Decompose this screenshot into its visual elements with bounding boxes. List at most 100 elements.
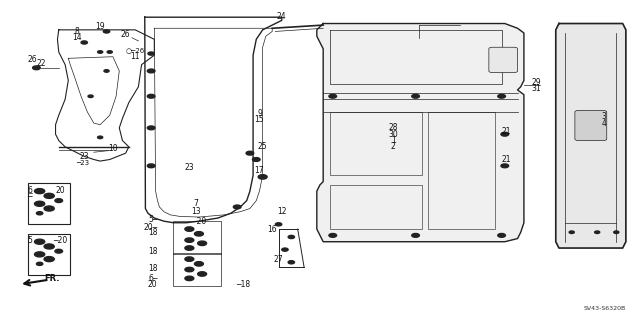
Text: 3: 3	[601, 112, 606, 121]
Text: 27: 27	[274, 255, 284, 263]
Circle shape	[198, 272, 207, 276]
Text: 30: 30	[388, 130, 398, 139]
Circle shape	[501, 132, 509, 136]
Circle shape	[36, 212, 43, 215]
Circle shape	[569, 231, 574, 234]
Text: 21: 21	[502, 155, 511, 164]
Circle shape	[614, 231, 619, 234]
Text: 10: 10	[108, 144, 118, 153]
Text: 29: 29	[532, 78, 541, 86]
Circle shape	[195, 262, 204, 266]
Bar	[173, 253, 221, 286]
Text: 20: 20	[56, 186, 65, 195]
Circle shape	[275, 223, 282, 226]
Circle shape	[44, 244, 54, 249]
Text: 13: 13	[191, 207, 200, 216]
Circle shape	[288, 261, 294, 264]
Text: ─23: ─23	[76, 160, 90, 166]
Text: 21: 21	[502, 127, 511, 136]
Text: 18: 18	[148, 247, 157, 256]
Text: 5─: 5─	[148, 215, 157, 224]
Text: 9: 9	[257, 109, 262, 118]
Circle shape	[185, 238, 194, 242]
Text: 11: 11	[131, 52, 140, 61]
Circle shape	[35, 189, 45, 194]
Text: 5: 5	[27, 236, 32, 245]
Text: 31: 31	[532, 84, 541, 93]
Text: 24: 24	[277, 12, 287, 21]
Polygon shape	[317, 24, 524, 242]
Circle shape	[252, 158, 260, 161]
Text: 6: 6	[27, 186, 32, 195]
Circle shape	[147, 94, 155, 98]
Text: 20: 20	[148, 280, 157, 289]
Text: ○─26: ○─26	[125, 48, 145, 53]
Text: 7: 7	[193, 199, 198, 208]
Text: 23: 23	[184, 163, 194, 172]
Circle shape	[44, 206, 54, 211]
Circle shape	[98, 51, 102, 53]
Circle shape	[44, 256, 54, 262]
Circle shape	[103, 30, 109, 33]
Text: 28: 28	[388, 123, 398, 132]
Text: 22: 22	[36, 59, 45, 68]
Circle shape	[88, 95, 93, 98]
Circle shape	[81, 41, 88, 44]
Text: 26: 26	[121, 30, 131, 39]
Circle shape	[35, 239, 45, 244]
Text: 18: 18	[148, 228, 157, 237]
Circle shape	[55, 249, 63, 253]
Text: 19: 19	[95, 22, 105, 31]
Circle shape	[36, 262, 43, 265]
Circle shape	[185, 227, 194, 231]
Text: 18: 18	[148, 264, 157, 273]
Bar	[28, 183, 70, 224]
Circle shape	[148, 52, 154, 55]
Circle shape	[412, 94, 419, 98]
Circle shape	[55, 199, 63, 203]
Circle shape	[329, 234, 337, 237]
Text: ─18: ─18	[236, 280, 251, 289]
Text: 23: 23	[79, 152, 89, 161]
Text: 16: 16	[268, 225, 277, 234]
Polygon shape	[556, 24, 626, 248]
Text: 17: 17	[255, 166, 264, 175]
Circle shape	[98, 136, 102, 139]
Text: 12: 12	[277, 207, 287, 216]
FancyBboxPatch shape	[575, 110, 607, 141]
Bar	[330, 112, 422, 175]
Text: 4: 4	[601, 119, 606, 128]
Bar	[428, 112, 495, 229]
Bar	[330, 185, 422, 229]
Text: 20─: 20─	[143, 223, 157, 232]
Circle shape	[147, 126, 155, 130]
Circle shape	[147, 69, 155, 73]
Text: 25: 25	[258, 142, 268, 151]
Circle shape	[282, 248, 288, 251]
Circle shape	[498, 234, 506, 237]
Circle shape	[33, 66, 40, 70]
Text: 1: 1	[391, 136, 396, 145]
Text: 2: 2	[391, 142, 396, 151]
Circle shape	[195, 232, 204, 236]
Circle shape	[412, 234, 419, 237]
Text: ─: ─	[28, 191, 32, 200]
Circle shape	[104, 70, 109, 72]
Circle shape	[246, 151, 253, 155]
Circle shape	[185, 276, 194, 281]
Circle shape	[595, 231, 600, 234]
Circle shape	[185, 246, 194, 250]
Circle shape	[288, 235, 294, 239]
Circle shape	[498, 94, 506, 98]
Circle shape	[501, 164, 509, 168]
Circle shape	[35, 252, 45, 257]
FancyBboxPatch shape	[489, 47, 518, 72]
Circle shape	[147, 164, 155, 168]
Bar	[28, 234, 70, 275]
Circle shape	[44, 193, 54, 198]
Text: 8: 8	[74, 27, 79, 36]
Circle shape	[35, 201, 45, 206]
Circle shape	[234, 205, 241, 209]
Text: 26: 26	[27, 56, 36, 64]
Text: SV43-S6320B: SV43-S6320B	[584, 306, 626, 311]
